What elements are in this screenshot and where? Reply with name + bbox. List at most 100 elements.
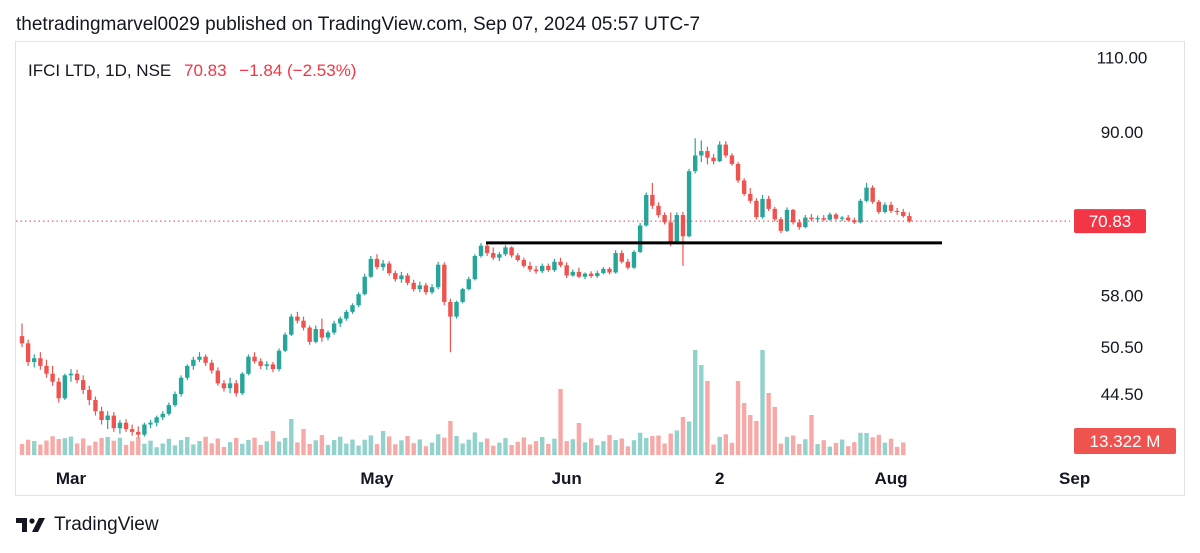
volume-bars xyxy=(19,350,906,455)
volume-bar xyxy=(809,415,814,455)
candle-body xyxy=(662,215,667,223)
candle-body xyxy=(417,285,422,290)
volume-bar xyxy=(319,435,325,455)
candle-body xyxy=(435,264,441,288)
volume-bar xyxy=(864,433,869,455)
volume-bar xyxy=(668,433,673,455)
candle-body xyxy=(723,144,728,156)
candle-body xyxy=(50,373,55,382)
volume-bar xyxy=(454,435,459,455)
volume-bar xyxy=(680,417,686,455)
volume-bar xyxy=(693,350,698,455)
volume-bar xyxy=(564,441,569,455)
candle-body xyxy=(772,208,777,220)
candle-body xyxy=(613,253,618,273)
price-badge-text: 70.83 xyxy=(1089,212,1132,231)
volume-bar xyxy=(570,439,575,455)
candle-body xyxy=(644,194,649,226)
volume-bar xyxy=(484,438,490,455)
candle-body xyxy=(809,217,814,220)
candle-body xyxy=(154,417,159,423)
candle-body xyxy=(754,200,759,218)
volume-bar xyxy=(282,437,288,455)
candle-body xyxy=(760,198,765,218)
candle-body xyxy=(38,358,43,366)
candle-body xyxy=(686,171,692,237)
candle-body xyxy=(546,265,551,271)
volume-bar xyxy=(252,437,257,455)
volume-bar xyxy=(270,431,276,455)
time-tick-label: Jun xyxy=(552,469,582,488)
candle-body xyxy=(797,222,802,228)
candle-body xyxy=(136,431,141,435)
volume-bar xyxy=(295,442,300,455)
candle-body xyxy=(509,247,514,256)
candle-body xyxy=(515,255,520,261)
candle-body xyxy=(123,422,129,430)
volume-bar xyxy=(460,443,465,455)
candle-body xyxy=(172,394,178,406)
candle-body xyxy=(368,258,374,277)
volume-bar xyxy=(540,437,545,455)
volume-bar xyxy=(846,446,851,455)
candle-body xyxy=(203,356,208,363)
volume-bar xyxy=(644,437,649,455)
candle-body xyxy=(674,215,680,242)
volume-bar xyxy=(448,421,453,455)
volume-bar xyxy=(240,443,245,455)
price-tick-label: 44.50 xyxy=(1101,385,1144,404)
volume-bar xyxy=(56,439,61,455)
candle-body xyxy=(570,271,575,276)
volume-bar xyxy=(166,438,172,455)
candle-body xyxy=(105,415,110,421)
volume-bar xyxy=(784,436,790,455)
volume-bar xyxy=(882,442,888,455)
candle-body xyxy=(240,373,245,394)
price-tick-label: 50.50 xyxy=(1101,338,1144,357)
candle-body xyxy=(338,318,343,324)
volume-bar xyxy=(136,437,141,455)
candle-body xyxy=(540,265,545,272)
candle-body xyxy=(319,329,325,338)
price-axis[interactable]: 110.00 90.00 58.00 50.50 44.50 xyxy=(1097,48,1148,404)
candle-body xyxy=(301,320,306,328)
volume-bar xyxy=(772,407,777,455)
volume-bar xyxy=(197,441,202,455)
volume-bar xyxy=(123,444,129,455)
candle-body xyxy=(117,422,123,429)
volume-bar xyxy=(148,440,153,455)
price-badge: 70.83 xyxy=(1074,209,1146,234)
candle-body xyxy=(454,301,459,317)
tradingview-brand[interactable]: TradingView xyxy=(16,514,159,536)
candle-body xyxy=(803,217,808,228)
volume-bar xyxy=(631,440,637,455)
volume-bar xyxy=(25,439,31,455)
candle-body xyxy=(864,187,869,201)
volume-bar xyxy=(19,444,25,455)
time-axis[interactable]: MarMayJun2AugSepOct xyxy=(56,469,1200,488)
candle-body xyxy=(380,263,386,268)
candle-body xyxy=(264,364,269,366)
candle-body xyxy=(466,279,471,290)
candle-body xyxy=(405,275,410,283)
symbol-legend: IFCI LTD, 1D, NSE 70.83 −1.84 (−2.53%) xyxy=(28,61,356,81)
candle-body xyxy=(166,405,172,414)
volume-bar xyxy=(374,444,380,455)
candle-body xyxy=(888,204,894,211)
volume-bar xyxy=(380,431,386,455)
candle-body xyxy=(215,370,221,384)
candle-body xyxy=(429,287,435,293)
volume-bar xyxy=(289,419,294,455)
candle-body xyxy=(393,273,398,280)
candle-body xyxy=(484,245,490,254)
volume-bar xyxy=(387,436,392,455)
candle-body xyxy=(252,356,257,362)
price-tick-label: 110.00 xyxy=(1097,48,1148,67)
volume-bar xyxy=(503,438,508,455)
volume-bar xyxy=(62,438,68,455)
candle-body xyxy=(411,282,416,290)
candle-body xyxy=(894,210,900,213)
candle-body xyxy=(711,157,716,162)
volume-bar xyxy=(368,435,374,455)
